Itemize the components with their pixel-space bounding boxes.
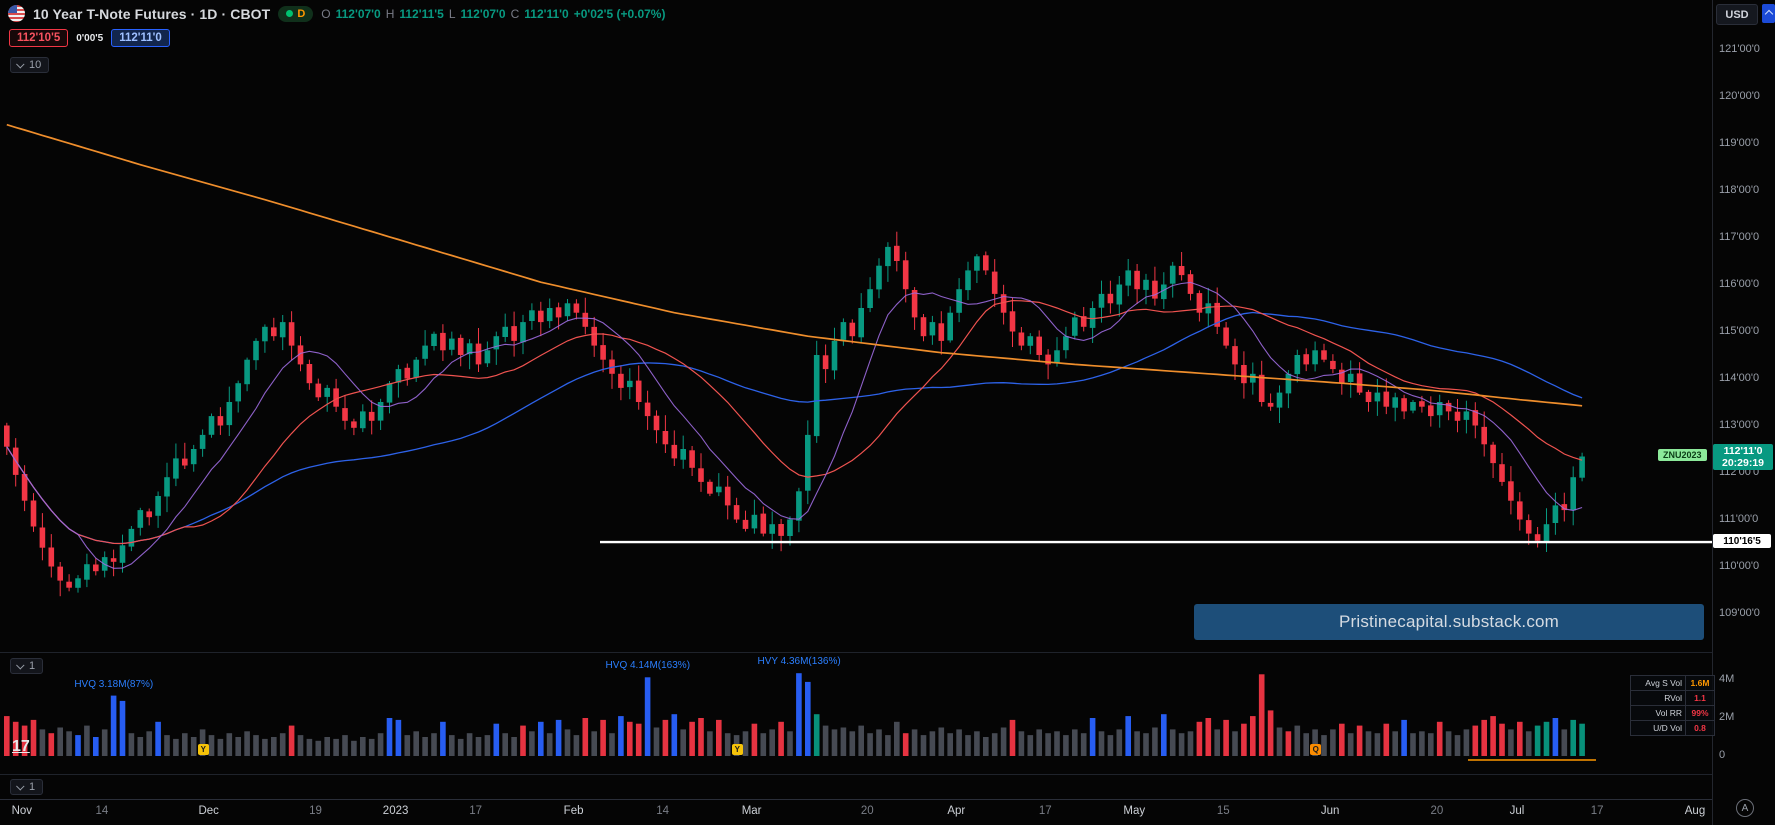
volume-legend-value: 0.8 — [1685, 720, 1715, 736]
time-axis-label[interactable]: 20 — [1430, 805, 1444, 817]
indicator-selector-ma[interactable]: 10 — [10, 57, 50, 73]
volume-legend-row: U/D Vol 0.8 — [1630, 720, 1715, 736]
volume-legend-value: 99% — [1685, 705, 1715, 721]
volume-legend-label: U/D Vol — [1630, 720, 1686, 736]
event-marker[interactable]: Y — [197, 744, 209, 755]
interval-badge[interactable]: D — [278, 5, 314, 22]
bid-button[interactable]: 112'10'5 — [9, 29, 69, 47]
volume-axis-label: 4M — [1719, 673, 1735, 685]
volume-axis-label: 0 — [1719, 749, 1726, 761]
time-axis-label[interactable]: 2023 — [382, 805, 409, 817]
volume-legend-label: RVol — [1630, 690, 1686, 706]
time-axis-label[interactable]: Jun — [1320, 805, 1340, 817]
ask-button[interactable]: 112'11'0 — [111, 29, 170, 47]
support-price-label: 110'16'5 — [1713, 534, 1771, 548]
high-value: 112'11'5 — [399, 6, 444, 21]
time-axis-label[interactable]: 14 — [656, 805, 669, 817]
volume-axis-label: 2M — [1719, 711, 1735, 723]
volume-legend-value: 1.1 — [1685, 690, 1715, 706]
volume-legend-row: Avg S Vol 1.6M — [1630, 675, 1715, 691]
symbol-flag-badge[interactable]: ZNU2023 — [1658, 449, 1707, 461]
tradingview-watermark: 17 — [12, 738, 30, 755]
price-axis-label: 120'00'0 — [1719, 89, 1760, 102]
time-axis-label[interactable]: Jul — [1509, 805, 1525, 817]
bar-countdown: 20:29:19 — [1721, 457, 1765, 469]
chevron-down-icon — [16, 661, 25, 670]
volume-legend-row: RVol 1.1 — [1630, 690, 1715, 706]
currency-button[interactable]: USD — [1716, 4, 1758, 25]
high-label: H — [385, 6, 395, 21]
change-value: +0'02'5 (+0.07%) — [573, 6, 666, 21]
volume-legend-label: Avg S Vol — [1630, 675, 1686, 691]
time-axis-label[interactable]: 17 — [1590, 805, 1604, 817]
price-axis-label: 119'00'0 — [1719, 136, 1760, 149]
volume-spike-label: HVQ 3.18M(87%) — [74, 678, 154, 690]
time-axis-label[interactable]: Feb — [563, 805, 584, 817]
pane2-selector-label: 1 — [29, 781, 36, 793]
chevron-down-icon — [16, 60, 25, 69]
time-axis-label[interactable]: 15 — [1216, 805, 1230, 817]
price-axis-label: 121'00'0 — [1719, 42, 1760, 55]
auto-scale-button[interactable]: A — [1736, 799, 1754, 817]
time-axis-label[interactable]: Apr — [947, 805, 966, 817]
low-value: 112'07'0 — [460, 6, 506, 21]
chevron-down-icon — [16, 782, 25, 791]
last-price-value: 112'11'0 — [1723, 445, 1763, 457]
symbol-title[interactable]: 10 Year T-Note Futures · 1D · CBOT — [33, 5, 271, 22]
close-label: C — [510, 6, 520, 21]
price-axis-label: 115'00'0 — [1719, 324, 1760, 337]
scale-collapse-button[interactable] — [1762, 4, 1775, 23]
time-axis-label[interactable]: 17 — [1038, 805, 1052, 817]
us-flag-icon — [8, 5, 25, 22]
volume-legend: Avg S Vol 1.6M RVol 1.1 Vol RR 99% U/D Vol 0.8 — [1630, 675, 1715, 736]
volume-legend-label: Vol RR — [1630, 705, 1686, 721]
indicator-selector-label: 10 — [29, 59, 42, 71]
time-axis-label[interactable]: Dec — [198, 805, 219, 817]
price-axis-label: 111'00'0 — [1719, 512, 1759, 525]
time-axis-label[interactable]: Nov — [11, 805, 33, 817]
price-axis-label: 113'00'0 — [1719, 418, 1760, 431]
ohlc-readout: O 112'07'0 H 112'11'5 L 112'07'0 C 112'1… — [321, 7, 665, 21]
time-axis-label[interactable]: May — [1123, 805, 1146, 817]
time-axis-label[interactable]: 20 — [860, 805, 874, 817]
open-label: O — [321, 6, 331, 21]
price-axis-label: 117'00'0 — [1719, 230, 1760, 243]
volume-spike-label: HVQ 4.14M(163%) — [605, 660, 691, 672]
event-marker[interactable]: Q — [1310, 744, 1322, 755]
event-marker[interactable]: Y — [731, 744, 743, 755]
close-value: 112'11'0 — [524, 6, 569, 21]
open-value: 112'07'0 — [335, 6, 381, 21]
pane2-selector[interactable]: 1 — [10, 779, 44, 795]
time-axis-label[interactable]: 19 — [309, 805, 322, 817]
volume-pane-selector-label: 1 — [29, 660, 36, 672]
volume-spike-label: HVY 4.36M(136%) — [757, 656, 841, 668]
volume-pane-selector[interactable]: 1 — [10, 658, 44, 674]
last-price-label: 112'11'0 20:29:19 — [1713, 444, 1773, 470]
time-axis-label[interactable]: 14 — [95, 805, 109, 817]
time-axis-label[interactable]: Aug — [1684, 805, 1706, 817]
price-axis-label: 118'00'0 — [1719, 183, 1760, 196]
spread-value: 0'00'5 — [76, 32, 104, 44]
price-axis[interactable]: USD — [1712, 0, 1775, 825]
time-axis-label[interactable]: 17 — [469, 805, 483, 817]
substack-banner: Pristinecapital.substack.com — [1194, 604, 1704, 640]
price-axis-label: 114'00'0 — [1719, 371, 1760, 384]
low-label: L — [448, 6, 456, 21]
market-open-dot-icon — [286, 10, 294, 17]
price-axis-label: 109'00'0 — [1719, 606, 1760, 619]
volume-legend-row: Vol RR 99% — [1630, 705, 1715, 721]
price-axis-label: 110'00'0 — [1719, 559, 1760, 572]
volume-legend-value: 1.6M — [1685, 675, 1715, 691]
interval-letter: D — [297, 7, 306, 20]
time-axis-label[interactable]: Mar — [741, 805, 762, 817]
price-axis-label: 116'00'0 — [1719, 277, 1760, 290]
